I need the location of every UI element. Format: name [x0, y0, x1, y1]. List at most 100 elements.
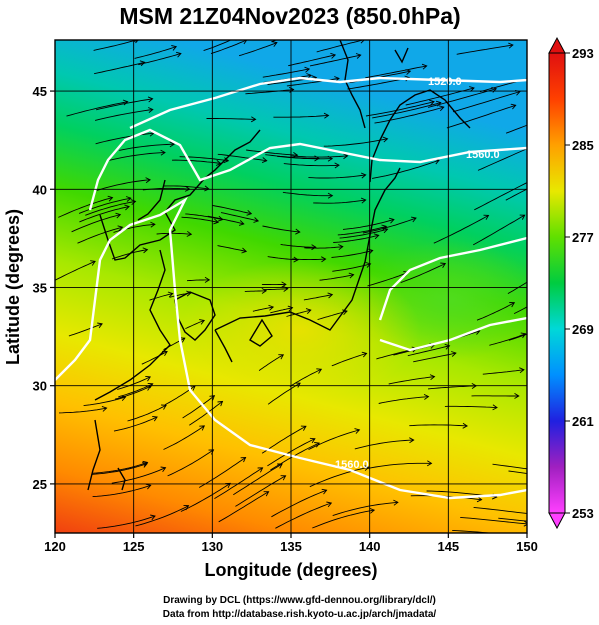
- streamline-arrowhead: [382, 136, 389, 143]
- streamline-arrowhead: [145, 177, 151, 184]
- streamline: [342, 219, 395, 230]
- streamline-arrowhead: [150, 514, 156, 521]
- streamline-arrowhead: [409, 437, 415, 444]
- streamline-arrowhead: [217, 400, 224, 407]
- x-axis-ticks: 120 125 130 135 140 145 150: [44, 533, 538, 554]
- streamline-arrowhead: [271, 41, 278, 47]
- streamline: [378, 396, 429, 404]
- streamline: [264, 288, 288, 291]
- streamline: [238, 42, 278, 57]
- streamline-arrowhead: [250, 116, 257, 123]
- streamline: [366, 462, 432, 470]
- streamline: [109, 152, 166, 161]
- streamline: [113, 223, 155, 233]
- streamline: [427, 88, 497, 108]
- streamline: [280, 243, 316, 248]
- contour-1560-north: [88, 128, 527, 211]
- y-tick-label: 25: [33, 477, 47, 492]
- streamline: [505, 124, 527, 134]
- contour-label: 1520.0: [428, 76, 462, 88]
- streamline: [217, 153, 267, 162]
- streamline-arrowhead: [124, 204, 130, 211]
- streamline-arrowhead: [360, 172, 367, 179]
- streamline: [134, 46, 177, 59]
- streamline: [235, 475, 286, 507]
- streamline: [262, 68, 310, 78]
- streamline: [317, 310, 348, 321]
- streamline: [367, 271, 409, 287]
- streamline-arrowhead: [142, 460, 149, 467]
- colorbar: 253 261 269 277 285 293: [548, 36, 594, 530]
- streamline: [167, 449, 214, 477]
- streamline: [141, 351, 168, 365]
- streamline: [331, 250, 373, 258]
- streamline: [474, 182, 527, 211]
- x-tick-label: 120: [44, 539, 66, 554]
- streamline: [473, 506, 527, 514]
- streamline-arrowhead: [429, 374, 436, 381]
- streamline: [508, 470, 527, 474]
- streamline: [309, 466, 369, 488]
- streamline-arrowhead: [238, 220, 245, 226]
- streamline-arrowhead: [321, 488, 328, 495]
- streamline-arrowhead: [429, 99, 435, 106]
- contour-1520: [129, 76, 527, 130]
- streamline: [163, 185, 209, 190]
- streamline-arrowhead: [354, 428, 361, 434]
- streamline: [507, 281, 527, 294]
- streamline: [246, 149, 298, 156]
- streamline: [244, 290, 267, 292]
- colorbar-tick-label: 261: [572, 414, 594, 429]
- streamline-arrowhead: [261, 157, 268, 164]
- streamline: [203, 40, 232, 52]
- streamline: [286, 309, 311, 317]
- streamline: [261, 425, 307, 454]
- x-tick-label: 150: [516, 539, 538, 554]
- streamline: [508, 333, 527, 341]
- streamline: [95, 132, 155, 145]
- streamline: [400, 263, 446, 284]
- streamline-arrowhead: [360, 40, 365, 44]
- streamline-arrowhead: [125, 196, 132, 202]
- streamline-arrowhead: [327, 292, 334, 299]
- streamline: [163, 425, 205, 450]
- streamline-arrowhead: [492, 404, 498, 411]
- y-axis-label: Latitude (degrees): [3, 209, 23, 365]
- streamline: [482, 369, 524, 375]
- streamline-arrowhead: [253, 217, 260, 223]
- streamline: [303, 294, 333, 301]
- streamline: [132, 40, 136, 41]
- streamline-arrowhead: [130, 199, 137, 206]
- streamline: [111, 467, 166, 484]
- streamline: [91, 463, 148, 475]
- streamline-arrowhead: [348, 272, 355, 279]
- streamline: [331, 352, 367, 367]
- streamline: [217, 245, 247, 252]
- x-tick-label: 130: [201, 539, 223, 554]
- streamline-arrowhead: [509, 302, 516, 308]
- streamline: [189, 401, 223, 426]
- streamline-arrowhead: [327, 155, 334, 162]
- streamline-arrowhead: [246, 209, 253, 216]
- streamline: [66, 101, 128, 117]
- streamline-arrowhead: [139, 60, 146, 67]
- streamline: [206, 118, 256, 120]
- streamline: [413, 352, 456, 363]
- streamline-arrowhead: [309, 437, 316, 444]
- streamline-arrowhead: [388, 217, 395, 224]
- streamline: [452, 91, 521, 113]
- streamline-arrowhead: [152, 415, 158, 422]
- streamline-arrowhead: [510, 103, 517, 110]
- streamline: [427, 385, 477, 390]
- streamline: [92, 461, 148, 474]
- streamline: [97, 515, 156, 529]
- streamline-arrowhead: [519, 214, 526, 220]
- streamline-arrowhead: [327, 192, 334, 199]
- graticule: [55, 40, 527, 533]
- y-tick-label: 35: [33, 280, 47, 295]
- streamline: [118, 383, 153, 398]
- streamline-arrowhead: [523, 520, 527, 527]
- y-tick-label: 40: [33, 182, 47, 197]
- streamline: [372, 102, 441, 119]
- streamline-arrowhead: [150, 221, 156, 228]
